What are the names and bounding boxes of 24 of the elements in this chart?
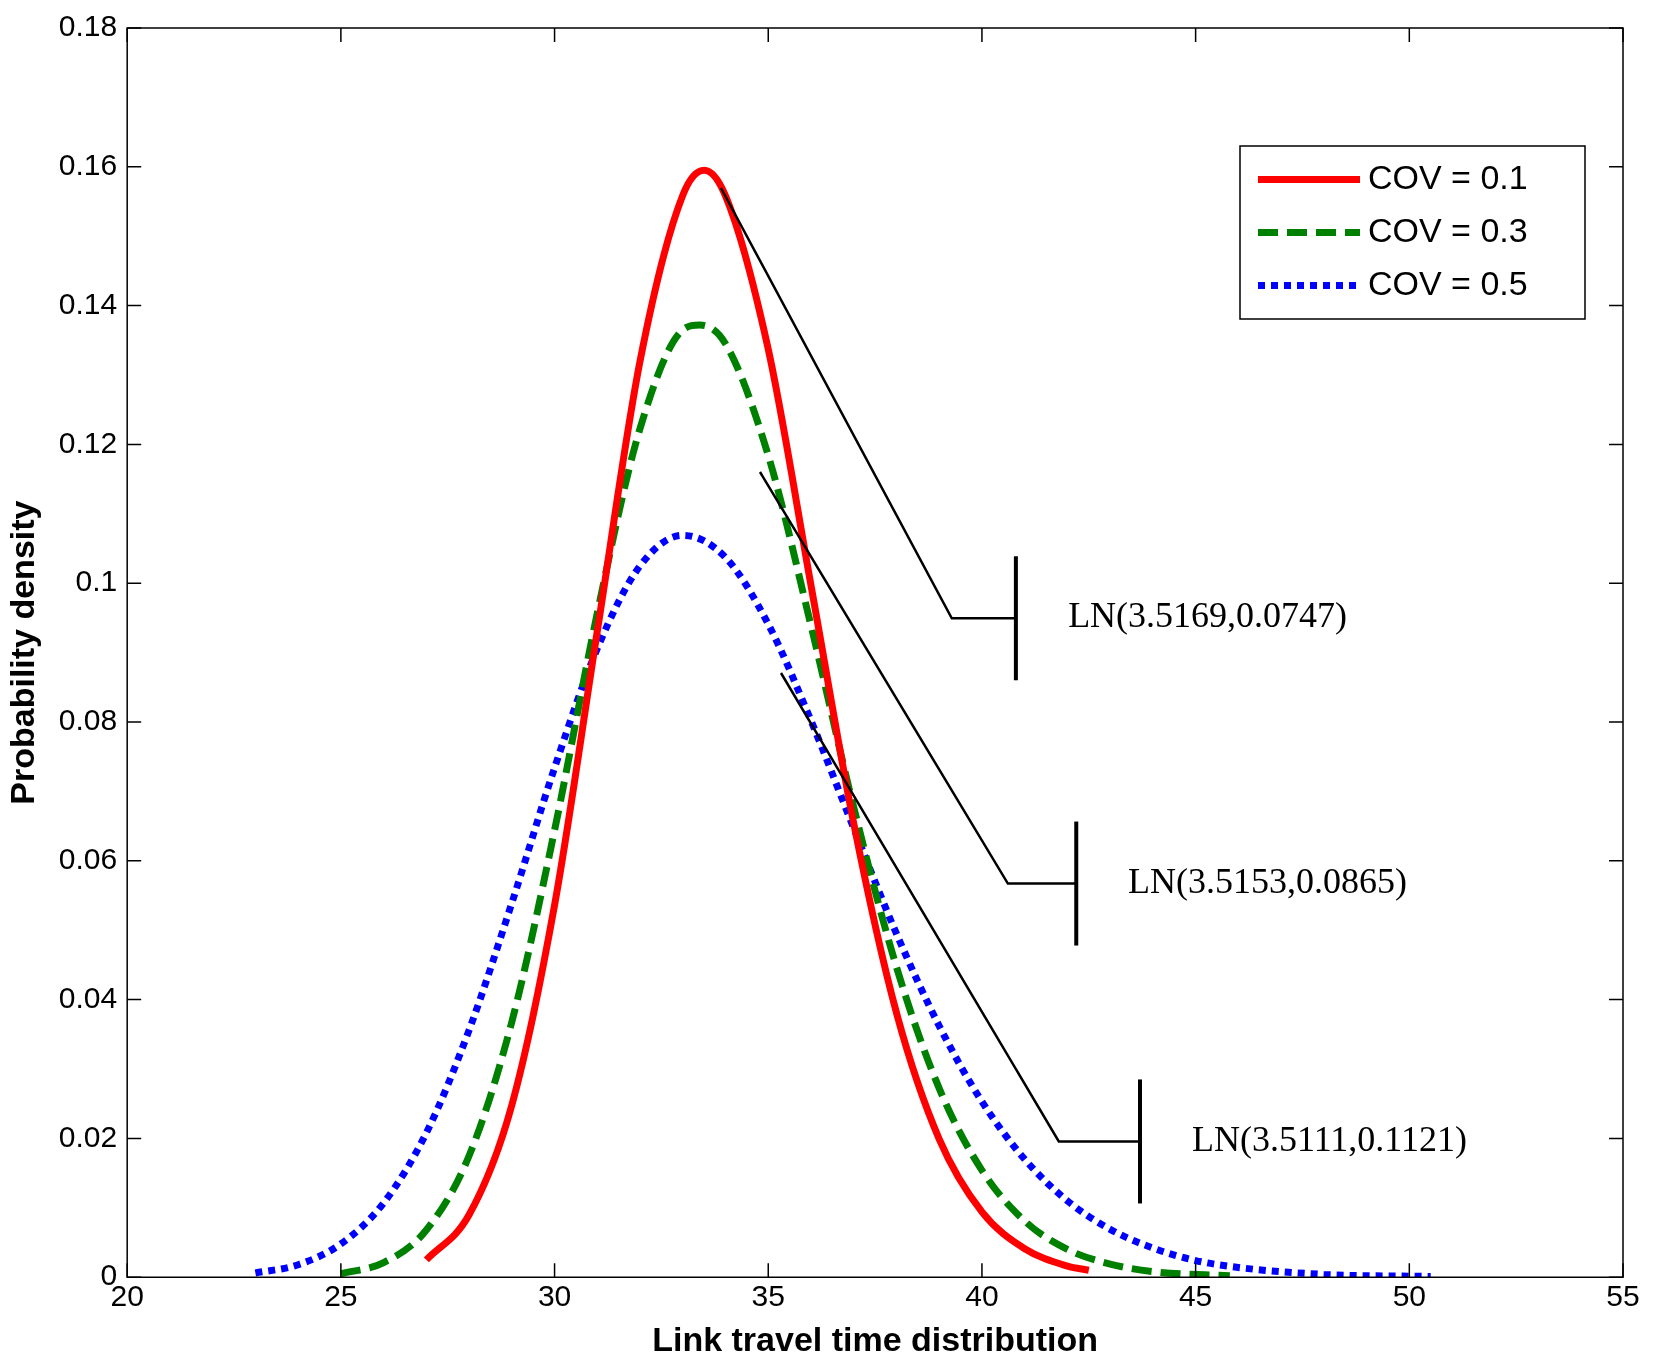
x-tick-label: 40 (965, 1279, 999, 1313)
y-axis-title: Probability density (2, 500, 41, 805)
y-tick-label: 0.06 (58, 842, 118, 876)
legend-label: COV = 0.1 (1368, 157, 1528, 196)
x-tick-label: 55 (1606, 1279, 1640, 1313)
x-tick-label: 30 (537, 1279, 572, 1313)
y-tick-label: 0.12 (58, 425, 118, 459)
y-tick-label: 0.18 (58, 9, 118, 43)
annotation: LN(3.5111,0.1121) (1192, 1119, 1468, 1160)
y-tick-label: 0.08 (58, 703, 118, 737)
x-tick-label: 45 (1178, 1279, 1213, 1313)
y-tick-label: 0.04 (58, 980, 118, 1014)
y-tick-label: 0.1 (75, 564, 118, 598)
legend-label: COV = 0.3 (1368, 210, 1528, 249)
x-tick-label: 50 (1392, 1279, 1426, 1313)
y-tick-label: 0.02 (58, 1119, 118, 1153)
y-tick-label: 0.16 (58, 148, 118, 182)
y-tick-label: 0.14 (58, 286, 118, 320)
x-tick-label: 25 (324, 1279, 358, 1313)
x-axis-title: Link travel time distribution (652, 1319, 1099, 1358)
x-tick-label: 35 (751, 1279, 785, 1313)
annotation: LN(3.5169,0.0747) (1068, 595, 1348, 636)
annotation: LN(3.5153,0.0865) (1127, 861, 1407, 902)
legend-label: COV = 0.5 (1368, 263, 1528, 302)
